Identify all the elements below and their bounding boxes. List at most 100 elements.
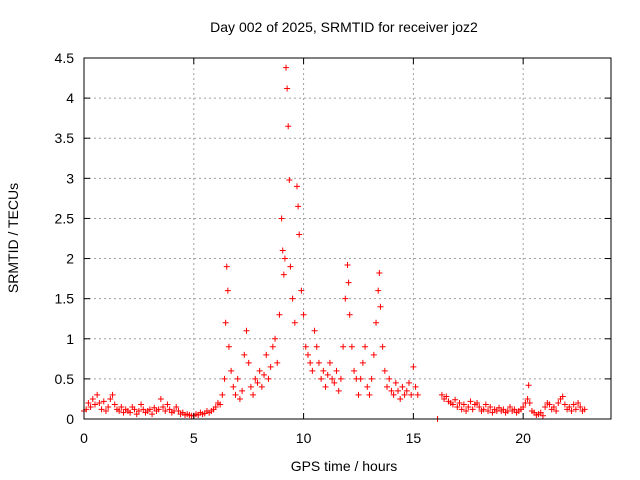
data-point [482,401,489,408]
data-point [272,335,279,342]
data-point [89,395,96,402]
grid [84,58,611,419]
data-point [357,375,364,382]
data-point [94,391,101,398]
data-point [395,387,402,394]
data-point [348,343,355,350]
data-point [452,396,459,403]
data-point [566,403,573,410]
data-point [96,399,103,406]
data-point [300,311,307,318]
data-point [489,409,496,416]
data-point [373,319,380,326]
data-point [146,406,153,413]
data-point [399,383,406,390]
data-point [366,391,373,398]
data-point [284,85,291,92]
data-point [109,391,116,398]
data-point [287,263,294,270]
data-point [313,343,320,350]
data-point [376,269,383,276]
data-point [335,387,342,394]
data-point [263,351,270,358]
data-point [506,403,513,410]
x-tick-label: 5 [190,430,198,446]
data-point [386,375,393,382]
data-point [162,407,169,414]
data-point [219,391,226,398]
data-point [212,403,219,410]
data-point [105,403,112,410]
data-point [550,403,557,410]
data-point [247,383,254,390]
data-point [149,411,156,418]
data-point [485,407,492,414]
data-point [166,406,173,413]
data-point [345,279,352,286]
data-point [542,403,549,410]
data-point [346,311,353,318]
data-point [351,367,358,374]
data-point [344,261,351,268]
data-point [469,406,476,413]
data-point [304,351,311,358]
y-tick-label: 1 [66,331,74,347]
data-point [296,231,303,238]
data-point [131,406,138,413]
data-point [232,391,239,398]
data-point [228,367,235,374]
data-point [140,406,147,413]
data-point [265,375,272,382]
data-point [572,406,579,413]
data-point [318,375,325,382]
data-point [467,398,474,405]
data-point [222,319,229,326]
chart-title: Day 002 of 2025, SRMTID for receiver joz… [210,19,478,35]
data-point [127,409,134,416]
data-point [320,367,327,374]
data-point [333,367,340,374]
data-point [322,383,329,390]
y-axis-label: SRMTID / TECUs [5,183,21,293]
y-tick-label: 2 [66,251,74,267]
data-point [261,371,268,378]
data-point [458,406,465,413]
data-point [291,319,298,326]
data-point [390,391,397,398]
data-point [157,395,164,402]
data-point [375,287,382,294]
x-tick-label: 15 [406,430,422,446]
data-point [256,367,263,374]
data-point [340,343,347,350]
data-point [102,407,109,414]
data-point [474,399,481,406]
plot-frame [83,57,612,420]
data-point [570,401,577,408]
data-point [526,399,533,406]
data-point [315,359,322,366]
data-point [331,379,338,386]
data-point [581,406,588,413]
data-point [355,391,362,398]
data-point [293,183,300,190]
tick-labels: 0 0.5 1 1.5 2 2.5 3 3.5 4 4.5 0 5 10 15 20 [55,50,532,446]
data-point [546,401,553,408]
data-point [456,399,463,406]
data-point [414,391,421,398]
data-point [221,375,228,382]
data-point [286,176,293,183]
data-point [111,401,118,408]
data-point [408,391,415,398]
data-point [87,403,94,410]
data-point [463,407,470,414]
data-point [438,391,445,398]
data-point [520,403,527,410]
data-point [107,395,114,402]
y-tick-label: 3.5 [55,130,75,146]
data-point [500,406,507,413]
x-tick-label: 10 [296,430,312,446]
data-point [487,403,494,410]
data-point [392,379,399,386]
